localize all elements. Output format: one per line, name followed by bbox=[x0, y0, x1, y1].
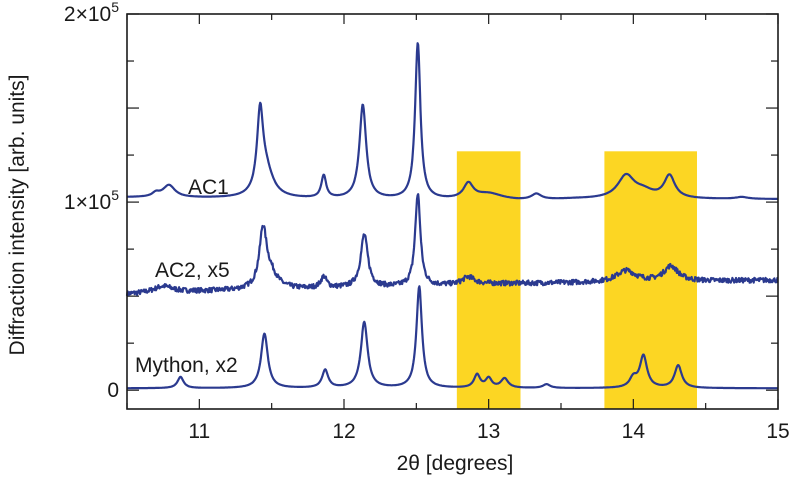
series-line-3 bbox=[126, 285, 779, 390]
x-tick-label: 13 bbox=[477, 420, 500, 443]
y-axis-label: Diffraction intensity [arb. units] bbox=[6, 75, 29, 356]
plot-frame bbox=[126, 13, 779, 410]
highlight-region-2 bbox=[604, 151, 697, 410]
series-label-3: Mython, x2 bbox=[135, 354, 238, 377]
series-label-2: AC2, x5 bbox=[155, 259, 230, 282]
x-axis-label: 2θ [degrees] bbox=[397, 452, 514, 475]
x-tick-label: 12 bbox=[332, 420, 355, 443]
series-traces bbox=[125, 42, 779, 390]
x-tick-label: 15 bbox=[766, 420, 789, 443]
series-label-1: AC1 bbox=[188, 176, 229, 199]
series-labels: AC1 AC2, x5 Mython, x2 bbox=[135, 176, 238, 377]
x-tick-labels: 11 12 13 14 15 bbox=[188, 420, 789, 443]
series-line-2 bbox=[125, 193, 779, 297]
y-tick-label: 0 bbox=[107, 379, 119, 402]
series-line-1 bbox=[126, 42, 779, 200]
x-tick-label: 11 bbox=[188, 420, 210, 443]
x-tick-label: 14 bbox=[622, 420, 646, 443]
y-tick-label: 2×105 bbox=[64, 0, 119, 26]
y-tick-label: 1×105 bbox=[64, 187, 119, 214]
y-tick-labels: 0 1×105 2×105 bbox=[64, 0, 119, 402]
highlight-regions bbox=[456, 151, 697, 410]
